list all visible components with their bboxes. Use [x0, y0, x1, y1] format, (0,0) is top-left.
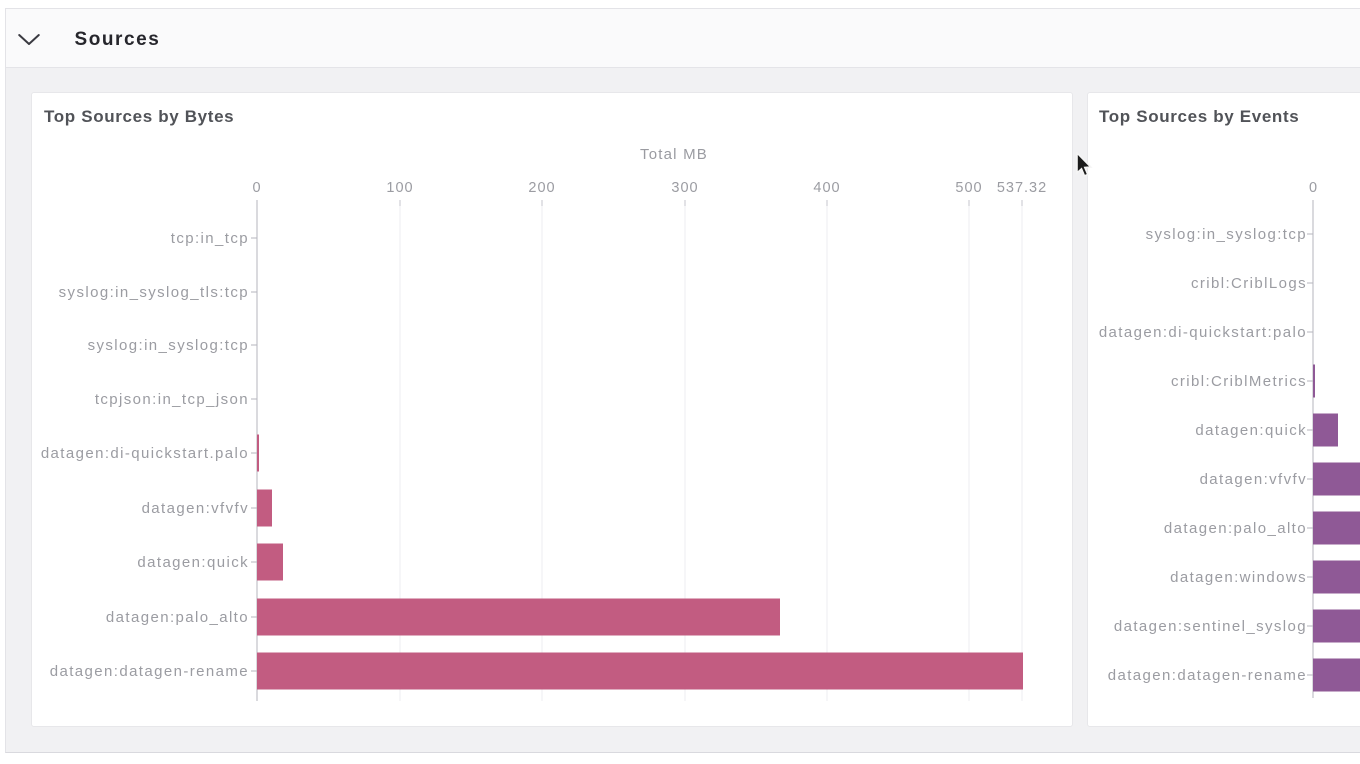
- svg-text:Top Sources by Bytes: Top Sources by Bytes: [44, 107, 234, 126]
- svg-text:datagen:vfvfv: datagen:vfvfv: [142, 500, 249, 517]
- svg-text:100: 100: [386, 180, 413, 196]
- svg-text:500: 500: [955, 180, 982, 196]
- svg-text:tcp:in_tcp: tcp:in_tcp: [171, 230, 249, 247]
- svg-text:datagen:sentinel_syslog: datagen:sentinel_syslog: [1114, 618, 1307, 635]
- svg-text:syslog:in_syslog:tcp: syslog:in_syslog:tcp: [1146, 226, 1307, 243]
- svg-text:datagen:windows: datagen:windows: [1170, 569, 1307, 586]
- svg-text:tcpjson:in_tcp_json: tcpjson:in_tcp_json: [95, 391, 249, 408]
- svg-text:syslog:in_syslog_tls:tcp: syslog:in_syslog_tls:tcp: [59, 284, 249, 301]
- svg-text:datagen:palo_alto: datagen:palo_alto: [106, 609, 249, 626]
- svg-text:0: 0: [1309, 180, 1317, 196]
- svg-text:datagen:datagen-rename: datagen:datagen-rename: [1108, 667, 1307, 684]
- svg-text:datagen:di-quickstart:palo: datagen:di-quickstart:palo: [1099, 324, 1307, 341]
- svg-text:syslog:in_syslog:tcp: syslog:in_syslog:tcp: [88, 337, 249, 354]
- svg-text:datagen:di-quickstart.palo: datagen:di-quickstart.palo: [41, 445, 249, 462]
- svg-text:Top Sources by Events: Top Sources by Events: [1099, 107, 1299, 126]
- svg-text:Total MB: Total MB: [640, 146, 708, 163]
- svg-text:200: 200: [528, 180, 555, 196]
- svg-text:datagen:quick: datagen:quick: [1195, 422, 1307, 439]
- svg-text:400: 400: [813, 180, 840, 196]
- svg-text:300: 300: [671, 180, 698, 196]
- svg-text:datagen:quick: datagen:quick: [137, 554, 249, 571]
- svg-text:537.32: 537.32: [997, 180, 1047, 196]
- svg-text:datagen:palo_alto: datagen:palo_alto: [1164, 520, 1307, 537]
- svg-text:cribl:CriblMetrics: cribl:CriblMetrics: [1171, 373, 1307, 390]
- svg-text:datagen:datagen-rename: datagen:datagen-rename: [50, 663, 249, 680]
- svg-text:cribl:CriblLogs: cribl:CriblLogs: [1191, 275, 1307, 292]
- svg-text:0: 0: [252, 180, 261, 196]
- svg-text:datagen:vfvfv: datagen:vfvfv: [1200, 471, 1307, 488]
